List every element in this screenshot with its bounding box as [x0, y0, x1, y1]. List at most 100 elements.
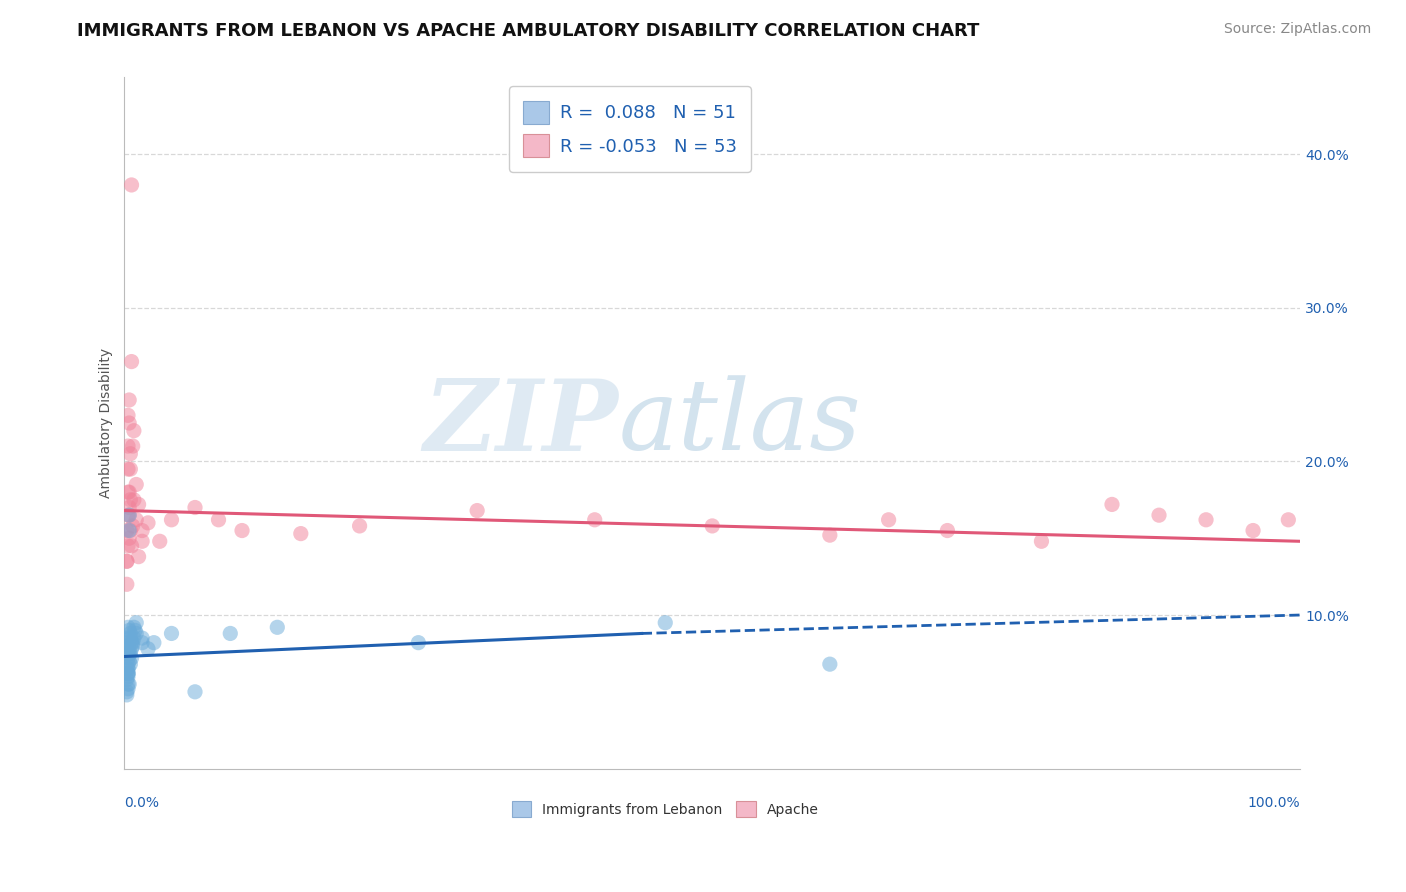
Point [121, 635, 143, 649]
Point [408, 635, 430, 649]
Point [125, 477, 148, 491]
Point [120, 647, 142, 661]
Point [115, 554, 138, 568]
Point [120, 462, 142, 476]
Point [219, 626, 242, 640]
Point [118, 416, 141, 430]
Point [121, 519, 143, 533]
Point [117, 657, 139, 672]
Point [131, 635, 153, 649]
Point [118, 647, 141, 661]
Point [122, 620, 145, 634]
Point [1195, 513, 1218, 527]
Point [117, 662, 139, 676]
Point [118, 508, 141, 523]
Point [115, 554, 138, 568]
Point [122, 492, 145, 507]
Point [118, 508, 141, 523]
Point [115, 673, 138, 687]
Point [184, 500, 207, 515]
Point [117, 662, 139, 676]
Point [117, 508, 139, 523]
Point [1101, 498, 1123, 512]
Point [118, 624, 141, 638]
Point [115, 635, 138, 649]
Point [149, 534, 172, 549]
Point [142, 635, 165, 649]
Point [117, 666, 139, 681]
Point [184, 685, 207, 699]
Point [118, 485, 141, 500]
Point [131, 524, 153, 538]
Point [117, 669, 139, 683]
Y-axis label: Ambulatory Disability: Ambulatory Disability [100, 348, 114, 498]
Point [290, 526, 312, 541]
Point [124, 624, 146, 638]
Point [136, 641, 159, 656]
Point [121, 539, 143, 553]
Point [125, 626, 148, 640]
Point [818, 657, 841, 672]
Point [118, 641, 141, 656]
Point [1241, 524, 1264, 538]
Point [118, 654, 141, 668]
Point [120, 447, 142, 461]
Point [1031, 534, 1053, 549]
Point [117, 666, 139, 681]
Point [465, 503, 488, 517]
Point [266, 620, 288, 634]
Point [121, 641, 143, 656]
Point [121, 635, 143, 649]
Point [160, 513, 183, 527]
Point [117, 639, 139, 653]
Point [583, 513, 606, 527]
Point [115, 688, 138, 702]
Point [118, 392, 141, 407]
Point [121, 639, 143, 653]
Point [115, 577, 138, 591]
Point [118, 677, 141, 691]
Legend: Immigrants from Lebanon, Apache: Immigrants from Lebanon, Apache [505, 794, 825, 824]
Point [1277, 513, 1299, 527]
Point [702, 519, 724, 533]
Point [117, 651, 139, 665]
Point [120, 492, 142, 507]
Text: 0.0%: 0.0% [125, 797, 159, 810]
Point [120, 626, 142, 640]
Point [117, 462, 139, 476]
Point [117, 409, 139, 423]
Point [128, 549, 150, 564]
Point [654, 615, 676, 630]
Point [136, 516, 159, 530]
Point [115, 647, 138, 661]
Point [118, 531, 141, 545]
Point [117, 677, 139, 691]
Point [115, 524, 138, 538]
Point [877, 513, 900, 527]
Point [818, 528, 841, 542]
Point [117, 681, 139, 696]
Text: 100.0%: 100.0% [1247, 797, 1301, 810]
Point [207, 513, 229, 527]
Text: atlas: atlas [619, 376, 860, 471]
Point [131, 534, 153, 549]
Point [125, 513, 148, 527]
Point [125, 615, 148, 630]
Point [122, 424, 145, 438]
Point [118, 524, 141, 538]
Point [120, 657, 142, 672]
Text: IMMIGRANTS FROM LEBANON VS APACHE AMBULATORY DISABILITY CORRELATION CHART: IMMIGRANTS FROM LEBANON VS APACHE AMBULA… [77, 22, 980, 40]
Point [118, 500, 141, 515]
Point [121, 651, 143, 665]
Point [128, 498, 150, 512]
Point [121, 178, 143, 192]
Point [120, 524, 142, 538]
Point [117, 439, 139, 453]
Point [115, 685, 138, 699]
Text: Source: ZipAtlas.com: Source: ZipAtlas.com [1223, 22, 1371, 37]
Point [936, 524, 959, 538]
Point [122, 631, 145, 645]
Point [120, 631, 142, 645]
Point [231, 524, 253, 538]
Text: ZIP: ZIP [423, 375, 619, 471]
